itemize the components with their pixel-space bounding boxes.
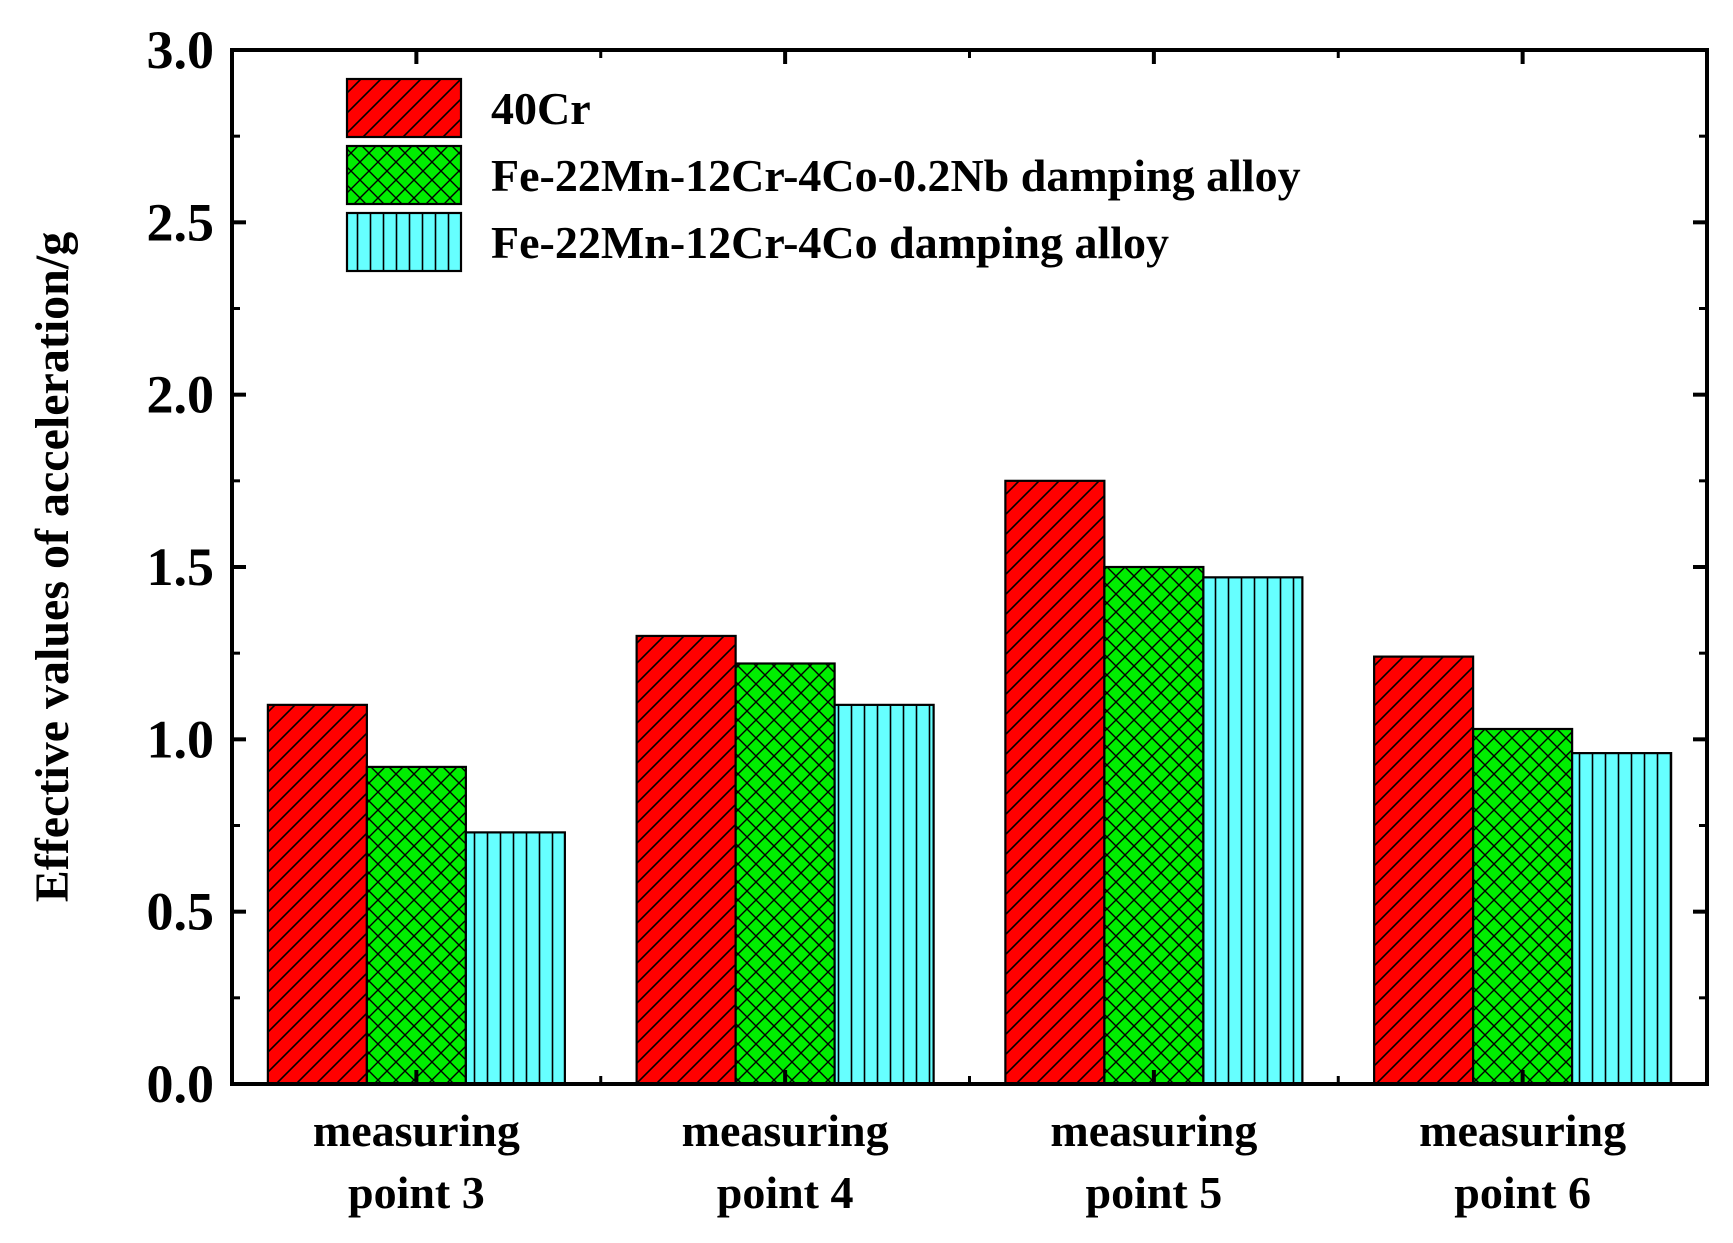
legend-label-series1: 40Cr: [491, 83, 591, 134]
y-tick-label: 0.0: [147, 1054, 215, 1114]
bar-series3-cat4: [1571, 752, 1673, 1086]
bar-series3-cat3: [1202, 576, 1304, 1086]
y-tick-label: 1.5: [147, 537, 215, 597]
legend-swatch-series3: [345, 211, 463, 273]
bar-series2-cat1: [365, 765, 467, 1086]
labels-layer: 0.0 0.5 1.0 1.5 2.0 2.5 3.0 measuring point 3 mea…: [26, 20, 1626, 1218]
bar-series2-cat3: [1103, 565, 1205, 1086]
y-tick-label: 1.0: [147, 709, 215, 769]
x-category-label: measuring: [682, 1105, 889, 1156]
y-tick-label: 3.0: [147, 20, 215, 80]
y-tick-label: 2.5: [147, 192, 215, 252]
bar-series2-cat2: [734, 662, 836, 1086]
bar-series1-cat2: [635, 634, 737, 1086]
x-category-label: measuring: [313, 1105, 520, 1156]
legend-swatch-series1: [345, 77, 463, 139]
legend-swatch-series2: [345, 144, 463, 206]
legend-label-series2: Fe-22Mn-12Cr-4Co-0.2Nb damping alloy: [491, 150, 1301, 201]
y-tick-label: 2.0: [147, 365, 215, 425]
axes-layer: [230, 48, 1709, 1086]
bar-series3-cat2: [833, 703, 935, 1086]
x-category-label: measuring: [1419, 1105, 1626, 1156]
bar-series2-cat4: [1472, 727, 1574, 1086]
x-category-label: point 5: [1085, 1167, 1222, 1218]
y-tick-label: 0.5: [147, 882, 215, 942]
x-category-label: measuring: [1050, 1105, 1257, 1156]
x-category-label: point 6: [1454, 1167, 1591, 1218]
bar-series1-cat4: [1373, 655, 1475, 1086]
x-category-label: point 4: [717, 1167, 854, 1218]
legend-label-series3: Fe-22Mn-12Cr-4Co damping alloy: [491, 217, 1169, 268]
bar-series3-cat1: [464, 831, 566, 1086]
bar-series1-cat3: [1004, 479, 1106, 1086]
y-axis-title: Effective values of acceleration/g: [26, 232, 79, 902]
legend: 40Cr Fe-22Mn-12Cr-4Co-0.2Nb damping alloy…: [345, 77, 1301, 273]
x-category-label: point 3: [348, 1167, 485, 1218]
bars-layer: [266, 479, 1673, 1086]
bar-series1-cat1: [266, 703, 368, 1086]
